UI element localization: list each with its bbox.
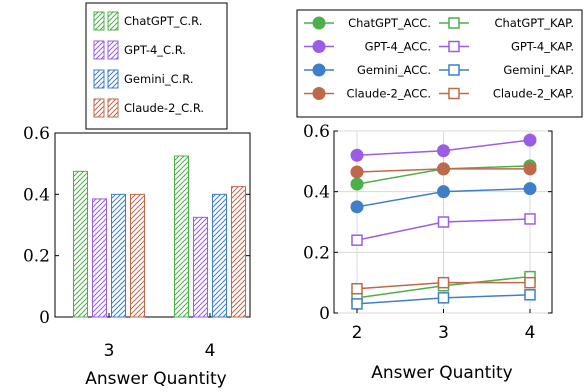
point-claude-2-kap-2 bbox=[351, 282, 363, 295]
bar-legend-swatch bbox=[93, 69, 105, 89]
line-legend-marker bbox=[312, 40, 326, 53]
point-claude-2-kap-4 bbox=[524, 276, 536, 289]
bar-x-tick-label: 4 bbox=[205, 341, 216, 361]
line-y-tick-label: 0.4 bbox=[303, 183, 330, 203]
point-gpt-4-acc-4 bbox=[523, 133, 537, 147]
line-x-ticks: 2 3 4 bbox=[352, 309, 536, 343]
bar-legend-swatch bbox=[107, 69, 119, 89]
line-chart: ChatGPT_ACC. ChatGPT_KAP. GPT-4_ACC. GPT-4_… bbox=[296, 9, 583, 383]
line-legend-label: ChatGPT_KAP. bbox=[494, 16, 574, 30]
line-x-axis-title: Answer Quantity bbox=[371, 363, 512, 383]
line-legend-box bbox=[296, 9, 583, 118]
line-legend-marker bbox=[448, 64, 460, 76]
line-legend-label: GPT-4_KAP. bbox=[511, 40, 574, 54]
bar-bars bbox=[73, 155, 246, 318]
bar-legend-label: ChatGPT_C.R. bbox=[124, 14, 202, 28]
line-y-tick-label: 0.6 bbox=[303, 122, 330, 142]
point-gemini-kap-3 bbox=[437, 292, 450, 304]
bar-chart: ChatGPT_C.R. GPT-4_C.R. Gemini_C.R. Claude-… bbox=[23, 2, 251, 389]
point-claude-2-kap-3 bbox=[437, 276, 450, 289]
point-gpt-4-kap-4 bbox=[524, 213, 536, 225]
line-legend-label: GPT-4_ACC. bbox=[365, 40, 431, 54]
point-gemini-acc-3 bbox=[437, 185, 450, 199]
point-gemini-kap-4 bbox=[524, 289, 536, 301]
bar-y-tick-label: 0.4 bbox=[23, 185, 50, 205]
point-gpt-4-kap-2 bbox=[351, 234, 363, 246]
point-gemini-kap-2 bbox=[351, 298, 363, 310]
bar-plot-frame bbox=[54, 132, 251, 318]
line-legend-marker bbox=[312, 16, 326, 30]
bar-x-axis-title: Answer Quantity bbox=[85, 369, 226, 389]
bar-gemini-c-r-3 bbox=[111, 193, 126, 318]
line-x-tick-label: 3 bbox=[438, 323, 449, 343]
bar-legend-label: Gemini_C.R. bbox=[124, 72, 194, 86]
bar-chatgpt-c-r-3 bbox=[73, 170, 88, 318]
point-gpt-4-kap-3 bbox=[437, 216, 450, 228]
line-legend-label: ChatGPT_ACC. bbox=[348, 16, 431, 30]
line-y-tick-label: 0 bbox=[319, 304, 330, 324]
bar-chatgpt-c-r-4 bbox=[174, 155, 189, 318]
line-legend-label: Gemini_KAP. bbox=[503, 63, 574, 77]
bar-legend: ChatGPT_C.R. GPT-4_C.R. Gemini_C.R. Claude-… bbox=[85, 2, 228, 130]
bar-y-ticks: 0 0.2 0.4 0.6 bbox=[23, 124, 250, 328]
line-y-ticks: 0 0.2 0.4 0.6 bbox=[303, 122, 552, 324]
point-claude-2-acc-3 bbox=[437, 162, 450, 176]
line-x-tick-label: 2 bbox=[352, 323, 363, 343]
line-legend: ChatGPT_ACC. ChatGPT_KAP. GPT-4_ACC. GPT-4_… bbox=[296, 9, 583, 118]
line-legend-label: Claude-2_KAP. bbox=[493, 87, 574, 101]
line-legend-marker bbox=[448, 87, 460, 100]
line-legend-label: Gemini_ACC. bbox=[357, 63, 431, 77]
bar-legend-swatch bbox=[107, 98, 119, 118]
bar-gpt-4-c-r-3 bbox=[92, 198, 107, 318]
bar-legend-swatch bbox=[93, 40, 105, 60]
point-gpt-4-acc-2 bbox=[350, 148, 364, 162]
bar-claude-2-c-r-3 bbox=[130, 193, 145, 318]
line-x-tick-label: 4 bbox=[525, 323, 536, 343]
point-gemini-acc-4 bbox=[523, 182, 537, 196]
point-claude-2-acc-4 bbox=[523, 162, 537, 176]
bar-y-tick-label: 0.6 bbox=[23, 124, 50, 144]
line-legend-marker bbox=[448, 40, 460, 53]
bar-y-tick-label: 0 bbox=[39, 308, 50, 328]
bar-gpt-4-c-r-4 bbox=[193, 216, 208, 318]
bar-legend-swatch bbox=[93, 11, 105, 31]
bar-legend-swatch bbox=[107, 40, 119, 60]
line-legend-label: Claude-2_ACC. bbox=[346, 87, 431, 101]
bar-claude-2-c-r-4 bbox=[231, 186, 246, 318]
point-gemini-acc-2 bbox=[350, 200, 364, 214]
point-gpt-4-acc-3 bbox=[437, 144, 450, 158]
bar-legend-label: GPT-4_C.R. bbox=[124, 43, 186, 57]
line-y-tick-label: 0.2 bbox=[303, 243, 330, 263]
bar-gemini-c-r-4 bbox=[212, 193, 227, 318]
line-legend-marker bbox=[312, 63, 326, 77]
bar-x-tick-label: 3 bbox=[104, 341, 115, 361]
bar-legend-label: Claude-2_C.R. bbox=[124, 101, 204, 115]
point-claude-2-acc-2 bbox=[350, 165, 364, 179]
bar-y-tick-label: 0.2 bbox=[23, 247, 50, 267]
line-series bbox=[350, 133, 537, 310]
bar-axes bbox=[54, 132, 251, 318]
point-chatgpt-acc-2 bbox=[350, 177, 364, 191]
bar-legend-swatch bbox=[93, 98, 105, 118]
bar-legend-swatch bbox=[107, 11, 119, 31]
line-legend-marker bbox=[448, 17, 460, 29]
line-legend-marker bbox=[312, 87, 326, 100]
